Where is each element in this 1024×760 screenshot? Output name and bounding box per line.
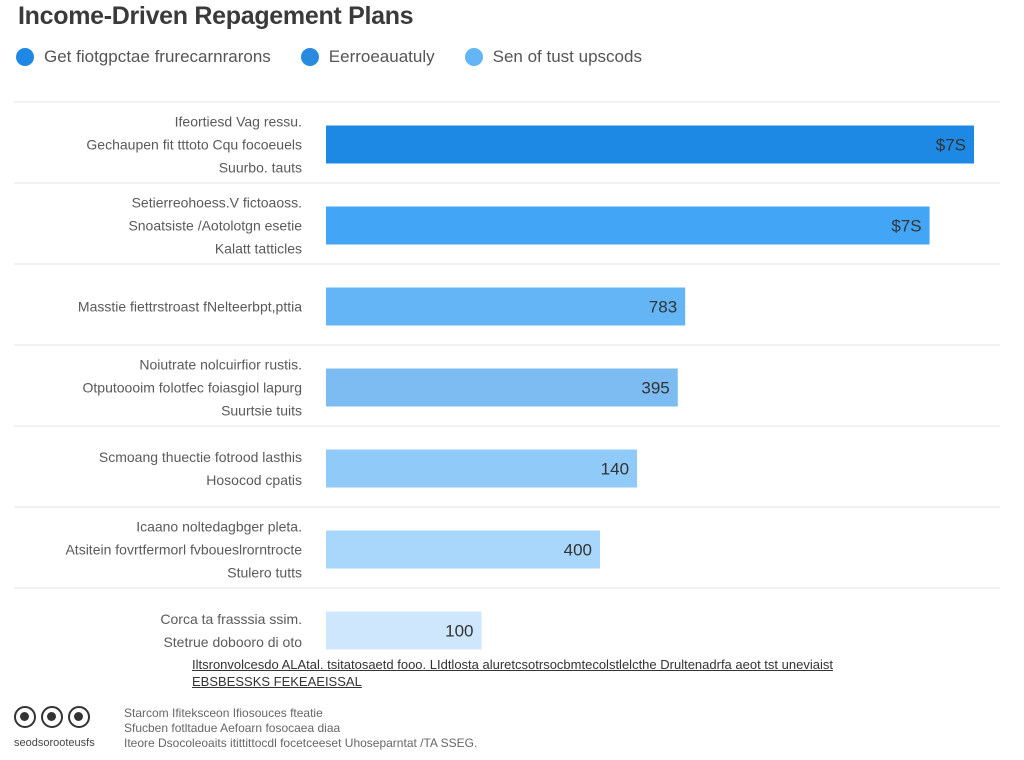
bar-value-label: 783: [649, 298, 677, 317]
category-label: Atsitein fovrtfermorl fvboueslrorntrocte: [65, 542, 302, 558]
bar: [326, 206, 930, 245]
footnote-line-2: EBSBESSKS FEKEAEISSAL: [192, 674, 362, 689]
source-line-2: Sfucben fotltadue Aefoarn fosocaea diaa: [124, 721, 341, 735]
legend-label: Eerroeauatuly: [328, 47, 435, 66]
bar: [326, 449, 638, 488]
category-label: Hosocod cpatis: [206, 472, 302, 488]
category-label: Otputoooim folotfec foiasgiol lapurg: [83, 380, 302, 396]
license-circle-icon: [41, 706, 63, 728]
license-caption: seodsorooteusfs: [14, 737, 95, 749]
category-label: Noiutrate nolcuirfior rustis.: [139, 357, 302, 373]
chart-title: Income-Driven Repagement Plans: [18, 2, 414, 30]
legend-swatch: [16, 48, 34, 66]
bar-value-label: $7S: [891, 217, 921, 236]
bar: [326, 287, 686, 326]
source-line-3: Iteore Dsocoleoaits itittittocdl focetce…: [124, 736, 478, 750]
legend-item: Get fiotgpctae frurecarnrarons: [16, 47, 271, 67]
bar-value-label: $7S: [936, 136, 966, 155]
category-label: Ifeortiesd Vag ressu.: [175, 114, 302, 130]
footnote: Iltsronvolcesdo ALAtal. tsitatosaetd foo…: [192, 656, 972, 690]
category-label: Masstie fiettrstroast fNelteerbpt,pttia: [78, 299, 302, 315]
legend-label: Get fiotgpctae frurecarnrarons: [44, 47, 271, 66]
category-label: Gechaupen fit tttoto Cqu focoeuels: [86, 137, 302, 153]
bar-value-label: 140: [601, 460, 629, 479]
legend-item: Eerroeauatuly: [300, 47, 435, 67]
license-circle-icon: [68, 706, 90, 728]
category-label: Suurtsie tuits: [221, 403, 302, 419]
category-label: Snoatsiste /Aotolotgn esetie: [128, 218, 302, 234]
category-label: Stetrue dobooro di oto: [163, 634, 302, 650]
legend-item: Sen of tust upscods: [464, 47, 642, 67]
bar: [326, 530, 601, 569]
category-label: Corca ta frasssia ssim.: [160, 611, 302, 627]
source-line-1: Starcom Ifiteksceon Ifiosouces fteatie: [124, 706, 323, 720]
bar: [326, 368, 678, 407]
footnote-line-1: Iltsronvolcesdo ALAtal. tsitatosaetd foo…: [192, 657, 833, 672]
license-badges: [14, 706, 95, 728]
bar-value-label: 395: [641, 379, 669, 398]
category-label: Suurbo. tauts: [219, 160, 302, 176]
legend-swatch: [464, 48, 483, 66]
bar-chart: $7S Ifeortiesd Vag ressu. Gechaupen fit tt…: [14, 101, 1000, 650]
category-label: Kalatt tatticles: [215, 241, 302, 257]
category-label: Stulero tutts: [227, 565, 302, 581]
category-label: Setierreohoess.V fictoaoss.: [132, 195, 302, 211]
category-label: Scmoang thuectie fotrood lasthis: [99, 449, 302, 465]
bar: [326, 611, 482, 650]
source-notes: Starcom Ifiteksceon Ifiosouces fteatie S…: [124, 706, 477, 751]
bar-value-label: 100: [445, 622, 473, 641]
legend-label: Sen of tust upscods: [492, 47, 642, 66]
bar-value-label: 400: [564, 541, 592, 560]
bar: [326, 125, 974, 164]
category-label: Icaano noltedagbger pleta.: [136, 519, 302, 535]
license-circle-icon: [14, 706, 36, 728]
legend-swatch: [300, 48, 319, 66]
legend: Get fiotgpctae frurecarnrarons Eerroeauat…: [16, 45, 672, 69]
